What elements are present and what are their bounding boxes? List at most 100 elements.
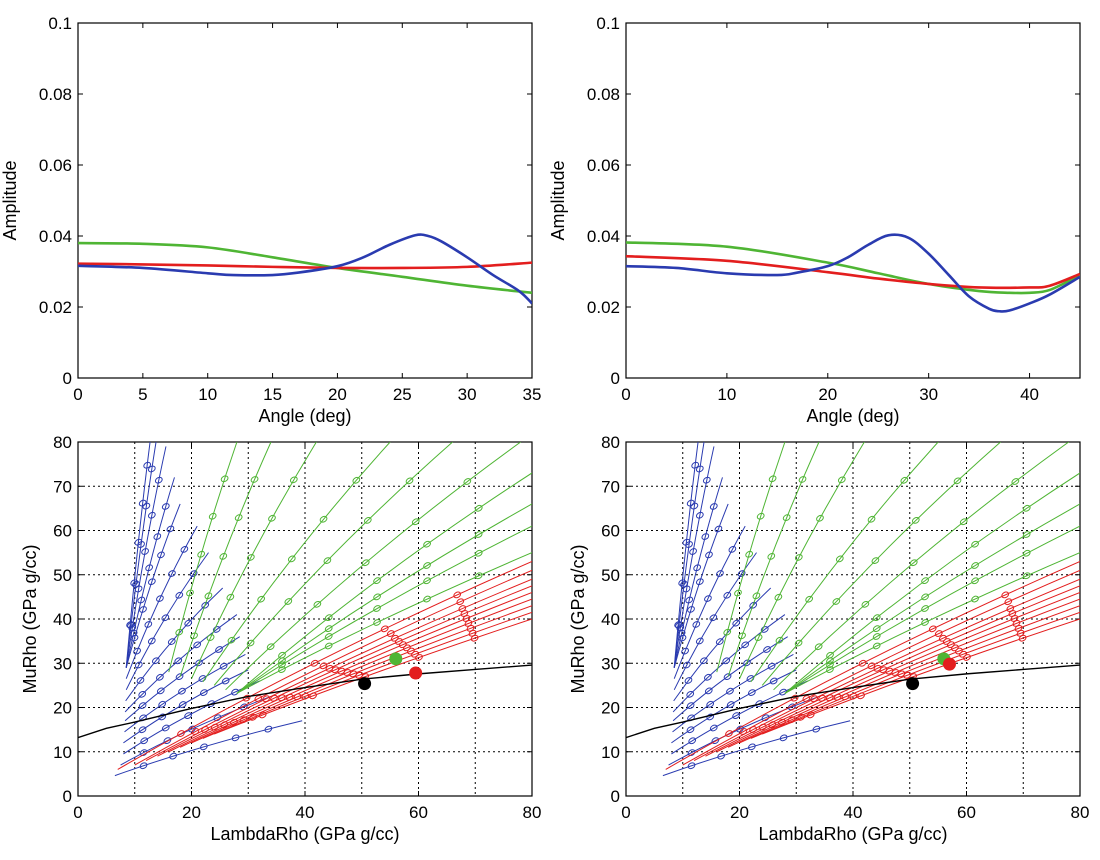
sample-point-green	[959, 518, 968, 526]
trend-line-red	[145, 578, 532, 762]
sample-point-green	[835, 555, 844, 563]
sample-point-green	[1022, 549, 1031, 557]
sample-point-green	[971, 577, 979, 585]
sample-point-red	[337, 667, 346, 675]
sample-point-blue	[188, 725, 196, 733]
sample-point-green	[423, 562, 431, 569]
marker-black	[358, 677, 372, 691]
sample-point-red	[380, 625, 389, 633]
sample-point-green	[175, 628, 184, 636]
sample-point-blue	[674, 621, 683, 628]
sample-point-blue	[167, 638, 176, 646]
sample-point-green	[405, 477, 414, 485]
trend-line-blue	[125, 552, 209, 691]
sample-point-red	[177, 730, 185, 737]
sample-point-blue	[705, 551, 713, 559]
sample-point-green	[798, 476, 807, 483]
sample-point-red	[802, 695, 811, 702]
sample-point-green	[226, 593, 235, 601]
sample-point-blue	[136, 677, 145, 684]
sample-point-blue	[161, 724, 170, 732]
sample-point-blue	[723, 673, 732, 681]
sample-point-blue	[691, 461, 700, 469]
sample-point-blue	[688, 737, 697, 745]
sample-point-red	[768, 721, 777, 729]
y-axis-label: Amplitude	[548, 160, 568, 240]
sample-point-blue	[726, 701, 735, 708]
y-tick-label: 0	[611, 369, 620, 388]
sample-point-red	[456, 598, 465, 606]
sample-point-green	[909, 559, 918, 567]
trend-line-blue	[662, 720, 851, 777]
sample-point-red	[355, 671, 364, 679]
sample-point-green	[204, 592, 213, 600]
sample-point-blue	[138, 726, 147, 734]
sample-point-blue	[709, 724, 718, 732]
y-tick-label: 0.08	[39, 85, 72, 104]
x-tick-label: 30	[458, 385, 477, 404]
sample-point-green	[911, 517, 920, 524]
y-tick-label: 0.04	[39, 227, 72, 246]
y-tick-label: 0.1	[596, 14, 620, 33]
sample-point-blue	[717, 752, 726, 760]
sample-point-green	[837, 476, 846, 484]
sample-point-red	[897, 670, 906, 678]
sample-point-green	[361, 559, 370, 567]
series-line-blue	[626, 233, 1080, 313]
sample-point-green	[278, 657, 286, 665]
sample-point-green	[423, 595, 431, 603]
chart-panel-2: 0 10 20 30 40 0 0.02 0.04 0.06 0.08 0.1 Angle (deg)…	[548, 14, 1081, 426]
sample-point-blue	[154, 476, 163, 484]
series-line-green	[626, 241, 1080, 295]
sample-point-blue	[213, 714, 222, 722]
trend-line-blue	[120, 695, 272, 766]
sample-point-blue	[169, 752, 178, 760]
sample-point-green	[752, 592, 761, 600]
sample-point-blue	[231, 734, 240, 742]
sample-point-green	[246, 639, 255, 647]
sample-point-blue	[147, 637, 156, 645]
sample-point-blue	[726, 687, 734, 695]
sample-point-green	[794, 639, 803, 647]
marker-green	[389, 652, 403, 666]
sample-point-green	[1022, 504, 1031, 512]
sample-point-red	[857, 692, 865, 700]
series-line-blue	[78, 233, 532, 305]
trend-line-blue	[124, 614, 238, 713]
sample-point-blue	[175, 591, 184, 599]
sample-point-green	[805, 595, 813, 603]
sample-point-blue	[687, 606, 695, 613]
trend-line-red	[716, 591, 1080, 753]
sample-point-blue	[686, 702, 695, 709]
sample-point-blue	[747, 743, 756, 751]
y-tick-label: 70	[601, 477, 620, 496]
trend-line-blue	[123, 669, 249, 744]
sample-point-green	[921, 593, 929, 601]
trend-line-red	[750, 611, 1080, 739]
sample-point-blue	[142, 502, 151, 510]
sample-point-blue	[133, 647, 141, 655]
sample-point-blue	[769, 677, 778, 685]
sample-point-red	[386, 630, 395, 637]
sample-point-red	[254, 695, 263, 702]
y-axis-label: MuRho (GPa g/cc)	[20, 544, 40, 693]
sample-point-blue	[137, 596, 146, 604]
sample-point-green	[373, 577, 381, 585]
y-tick-label: 70	[53, 477, 72, 496]
trend-line-blue	[673, 477, 723, 668]
sample-point-blue	[199, 689, 208, 696]
sample-point-blue	[193, 641, 202, 649]
trend-line-green	[727, 442, 820, 677]
sample-point-blue	[231, 688, 239, 696]
sample-point-blue	[779, 688, 787, 696]
y-tick-label: 60	[53, 522, 72, 541]
trend-line-green	[236, 552, 532, 694]
sample-point-green	[872, 625, 881, 633]
plot-area	[78, 442, 532, 777]
sample-point-green	[324, 633, 333, 640]
sample-point-blue	[178, 687, 186, 695]
series-line-red	[626, 254, 1080, 290]
sample-point-blue	[704, 687, 713, 695]
sample-point-green	[971, 562, 979, 569]
sample-point-blue	[715, 638, 724, 646]
